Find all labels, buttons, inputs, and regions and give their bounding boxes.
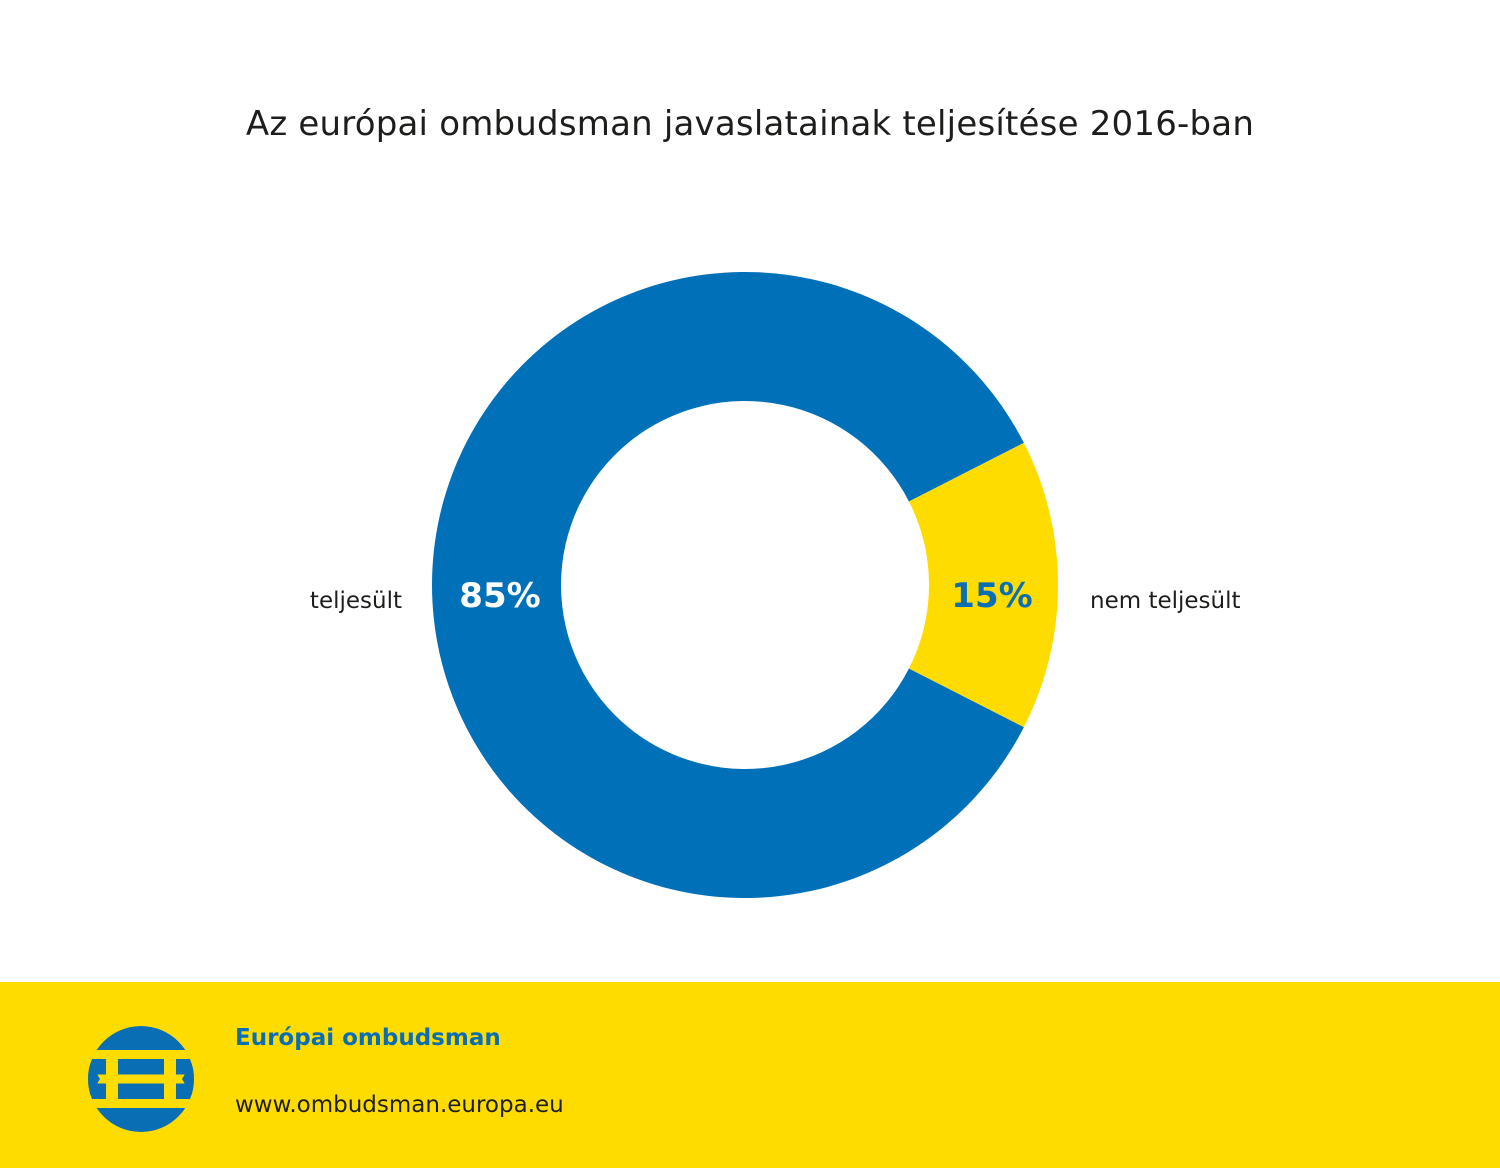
european-ombudsman-logo-icon [88, 1026, 194, 1132]
value-label: 15% [951, 576, 1032, 616]
chart-title: Az európai ombudsman javaslatainak telje… [245, 104, 1255, 144]
donut-slice-teljesult [432, 271, 1024, 898]
donut-chart: 85% teljesült 15% nem teljesült [310, 271, 1241, 898]
organization-name: Európai ombudsman [235, 1025, 501, 1051]
category-label: nem teljesült [1090, 588, 1241, 614]
category-label: teljesült [310, 588, 402, 614]
donut-slice-nem-teljesult [908, 442, 1058, 728]
footer-banner: Európai ombudsman www.ombudsman.europa.e… [0, 982, 1500, 1168]
website-link[interactable]: www.ombudsman.europa.eu [235, 1092, 564, 1118]
value-label: 85% [459, 576, 540, 616]
